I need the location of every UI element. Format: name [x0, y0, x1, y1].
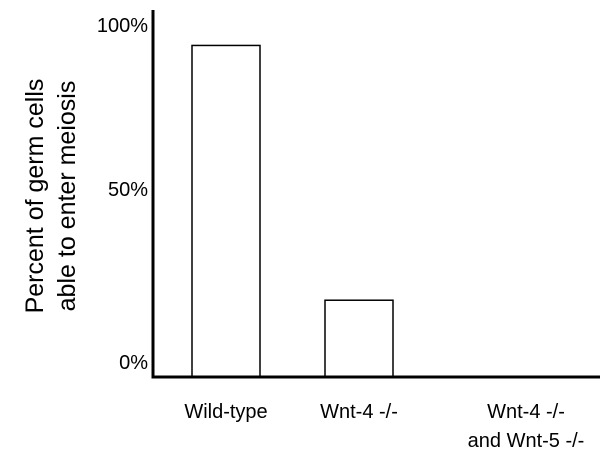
bar: [191, 44, 261, 378]
x-category-labels: Wild-type Wnt-4 -/- Wnt-4 -/- and Wnt-5 -/-: [184, 401, 584, 452]
y-tick-label: 50%: [108, 179, 148, 201]
y-axis-title-line: Percent of germ cells: [21, 79, 49, 314]
y-tick-label: 100%: [97, 15, 148, 37]
x-category-label: Wnt-4 -/-: [487, 401, 565, 423]
x-category-label: Wild-type: [184, 401, 267, 423]
y-axis-title-line: able to enter meiosis: [53, 81, 81, 312]
x-category-label: and Wnt-5 -/-: [468, 430, 585, 452]
bars: [191, 44, 394, 378]
bar: [324, 299, 394, 378]
y-axis-title: Percent of germ cells able to enter meios…: [21, 79, 81, 314]
axes: [151, 10, 600, 379]
y-tick-label: 0%: [119, 352, 148, 374]
x-category-label: Wnt-4 -/-: [320, 401, 398, 423]
y-tick-labels: 0% 50% 100%: [97, 15, 148, 374]
